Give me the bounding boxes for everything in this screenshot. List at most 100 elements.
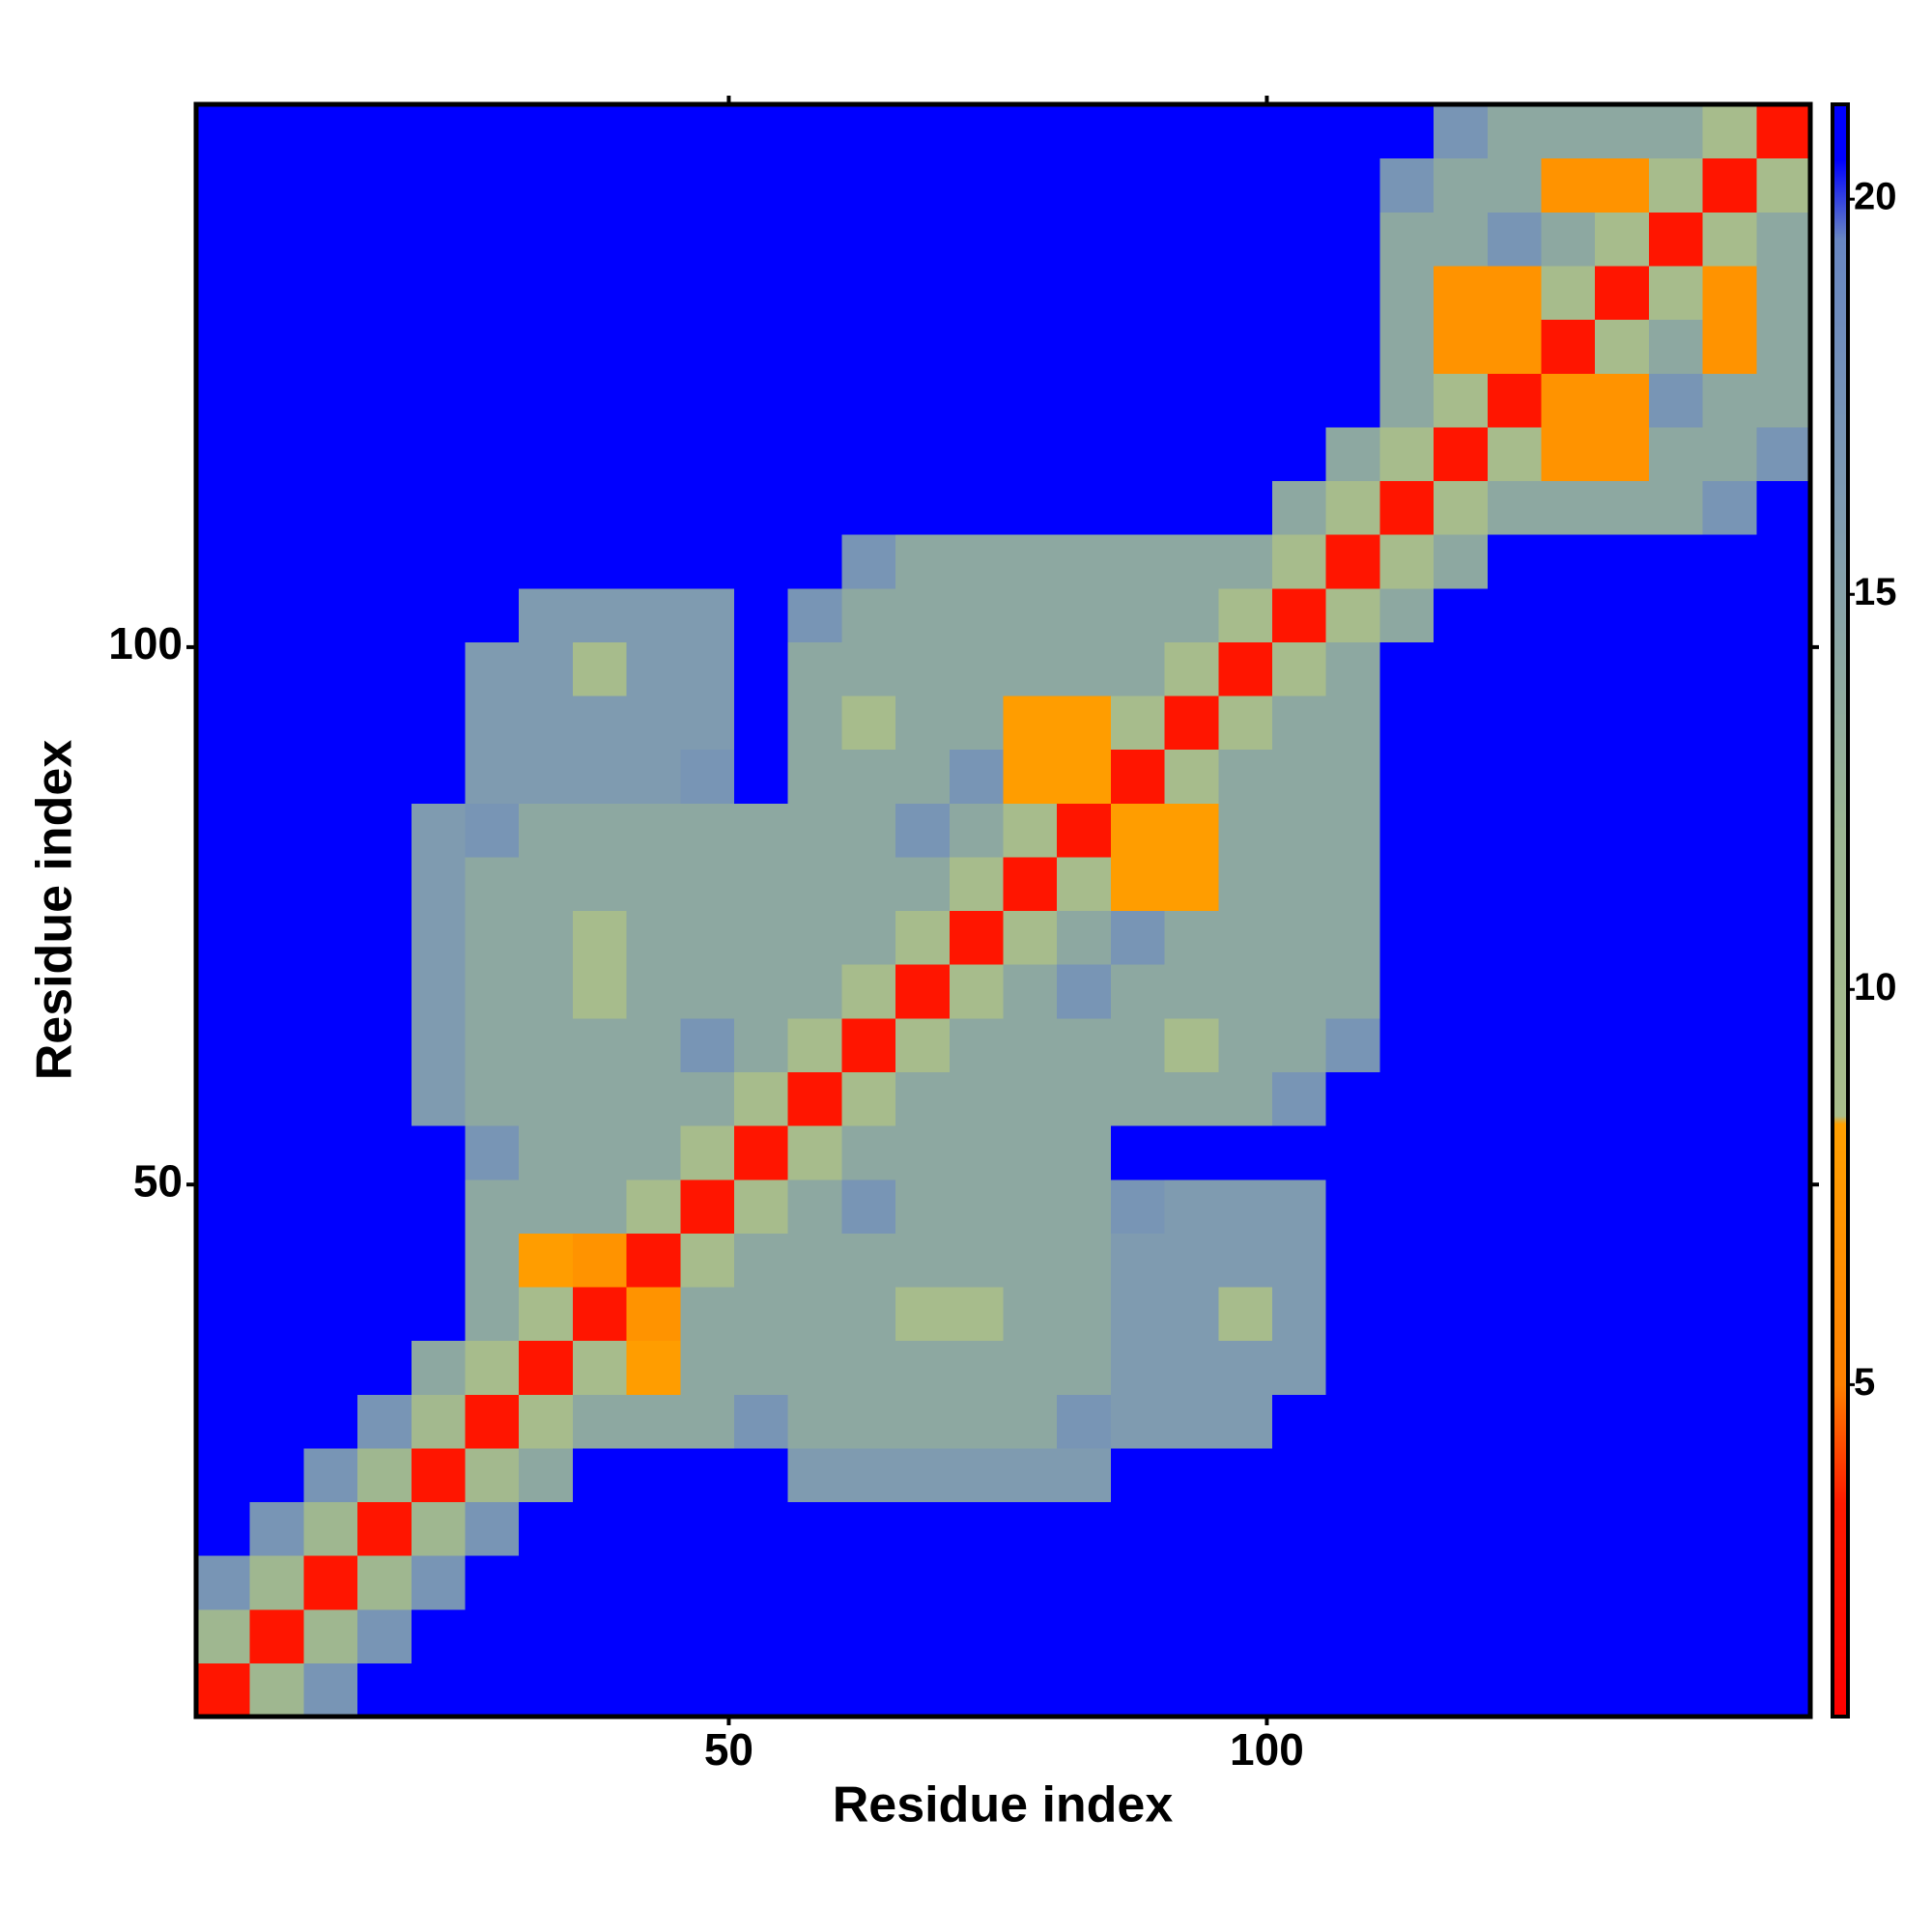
heatmap-cell (1218, 1340, 1273, 1395)
heatmap-cell (303, 534, 358, 589)
heatmap-cell (1702, 1662, 1757, 1718)
heatmap-cell (1003, 1340, 1058, 1395)
heatmap-cell (1003, 534, 1058, 589)
colorbar-tick-label: 20 (1854, 176, 1897, 218)
heatmap-cell (1110, 1501, 1166, 1556)
heatmap-cell (1756, 1608, 1811, 1663)
heatmap-cell (1379, 319, 1435, 374)
heatmap-cell (787, 587, 842, 642)
heatmap-cell (1164, 157, 1219, 213)
heatmap-cell (1164, 319, 1219, 374)
heatmap-cell (1003, 1017, 1058, 1072)
heatmap-cell (196, 1071, 251, 1126)
heatmap-cell (572, 1501, 628, 1556)
heatmap-cell (1325, 265, 1380, 321)
heatmap-cell (1325, 964, 1380, 1019)
heatmap-cell (303, 426, 358, 482)
heatmap-cell (572, 1071, 628, 1126)
heatmap-cell (465, 856, 520, 912)
heatmap-cell (1003, 1125, 1058, 1180)
heatmap-cell (303, 910, 358, 965)
heatmap-cell (841, 1447, 896, 1503)
heatmap-cell (841, 319, 896, 374)
heatmap-cell (1756, 1340, 1811, 1395)
colorbar-segment (1833, 1384, 1848, 1504)
heatmap-cell (895, 1555, 951, 1610)
heatmap-cell (1702, 1233, 1757, 1288)
x-tick-label: 50 (704, 1724, 753, 1775)
heatmap-cell (1595, 1017, 1650, 1072)
heatmap-cell (895, 1071, 951, 1126)
heatmap-cell (1218, 1017, 1273, 1072)
heatmap-cell (895, 856, 951, 912)
heatmap-cell (196, 1394, 251, 1449)
heatmap-cell (196, 373, 251, 428)
heatmap-cell (411, 803, 467, 858)
heatmap-cell (1595, 157, 1650, 213)
heatmap-cell (841, 157, 896, 213)
heatmap-cell (626, 1662, 681, 1718)
heatmap-cell (841, 1662, 896, 1718)
heatmap-cell (1057, 1608, 1112, 1663)
heatmap-cell (787, 641, 842, 696)
heatmap-cell (1379, 1340, 1435, 1395)
heatmap-cell (626, 426, 681, 482)
heatmap-cell (1110, 426, 1166, 482)
heatmap-cell (303, 157, 358, 213)
heatmap-cell (519, 1017, 574, 1072)
heatmap-cell (949, 695, 1005, 751)
heatmap-cell (1541, 1125, 1596, 1180)
heatmap-cell (1272, 1447, 1327, 1503)
heatmap-cell (1434, 587, 1489, 642)
heatmap-cell (411, 1017, 467, 1072)
heatmap-cell (1434, 157, 1489, 213)
heatmap-cell (1756, 641, 1811, 696)
heatmap-cell (465, 1017, 520, 1072)
heatmap-cell (1648, 856, 1704, 912)
heatmap-cell (303, 1662, 358, 1718)
heatmap-cell (1164, 803, 1219, 858)
heatmap-cell (1595, 1071, 1650, 1126)
heatmap-cell (734, 1071, 789, 1126)
heatmap-cell (841, 1340, 896, 1395)
heatmap-cell (1272, 964, 1327, 1019)
heatmap-cell (1702, 910, 1757, 965)
heatmap-cell (841, 265, 896, 321)
heatmap-cell (1164, 212, 1219, 267)
heatmap-cell (1648, 157, 1704, 213)
heatmap-cell (1325, 480, 1380, 535)
heatmap-cell (787, 1125, 842, 1180)
heatmap-cell (1756, 1286, 1811, 1342)
heatmap-cell (626, 1555, 681, 1610)
heatmap-cell (1218, 856, 1273, 912)
heatmap-cell (626, 104, 681, 159)
heatmap-cell (841, 534, 896, 589)
heatmap-cell (895, 587, 951, 642)
heatmap-cell (626, 910, 681, 965)
heatmap-cell (1487, 1233, 1543, 1288)
heatmap-cell (734, 265, 789, 321)
heatmap-cell (1164, 964, 1219, 1019)
heatmap-cell (680, 1179, 735, 1234)
heatmap-cell (949, 1179, 1005, 1234)
heatmap-cell (949, 910, 1005, 965)
heatmap-cell (1702, 1286, 1757, 1342)
heatmap-cell (1648, 1662, 1704, 1718)
heatmap-cell (1057, 1179, 1112, 1234)
heatmap-cell (1595, 587, 1650, 642)
heatmap-cell (626, 480, 681, 535)
heatmap-cell (680, 964, 735, 1019)
heatmap-cell (1218, 1608, 1273, 1663)
heatmap-cell (357, 1501, 412, 1556)
heatmap-cell (1595, 104, 1650, 159)
heatmap-cell (1595, 749, 1650, 804)
heatmap-cell (1434, 1179, 1489, 1234)
heatmap-cell (465, 212, 520, 267)
heatmap-cell (572, 319, 628, 374)
heatmap-cell (1434, 212, 1489, 267)
heatmap-cell (572, 373, 628, 428)
heatmap-cell (411, 1233, 467, 1288)
heatmap-cell (895, 534, 951, 589)
heatmap-cell (1003, 695, 1058, 751)
heatmap-cell (734, 104, 789, 159)
